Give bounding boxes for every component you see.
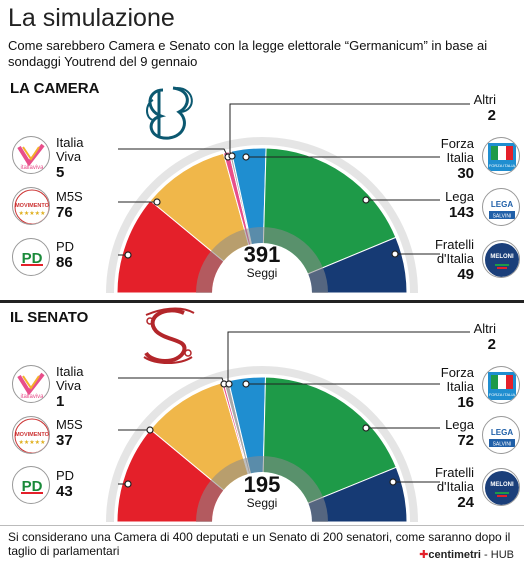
brand-mark-icon: ✚	[419, 549, 429, 561]
senato-m5s-label: M5S 37	[56, 417, 83, 450]
senato-pd-label: PD 43	[56, 468, 75, 501]
fratelli-italia-logo-icon: MELONI	[482, 468, 520, 506]
svg-text:SALVINI: SALVINI	[493, 442, 512, 448]
pd-logo-icon: PD	[12, 466, 50, 504]
senato-altri-value: 2	[487, 336, 496, 353]
svg-text:MOVIMENTO: MOVIMENTO	[15, 203, 50, 209]
camera-section-title: LA CAMERA	[10, 80, 100, 97]
svg-text:MELONI: MELONI	[490, 254, 514, 260]
senato-section-title: IL SENATO	[10, 309, 89, 326]
senato-center	[212, 472, 312, 522]
senato-total: 195 Seggi	[228, 472, 296, 511]
senato-hemicycle	[106, 366, 418, 524]
camera-altri-value: 2	[487, 107, 496, 124]
senato-fdi-label: Fratelli d'Italia 24	[434, 465, 474, 512]
camera-iv-value: 5	[56, 164, 65, 181]
svg-text:FORZA ITALIA: FORZA ITALIA	[489, 392, 516, 397]
camera-hemicycle	[106, 137, 418, 295]
svg-text:★★★★★: ★★★★★	[19, 439, 46, 446]
camera-m5s-label: M5S 76	[56, 189, 83, 222]
camera-altri-label: Altri 2	[473, 92, 496, 125]
pd-logo-icon: PD	[12, 238, 50, 276]
footer-divider	[0, 525, 524, 526]
forza-italia-logo-icon: FORZA ITALIA	[482, 137, 520, 175]
footer-note: Si considerano una Camera di 400 deputat…	[8, 530, 511, 558]
italia-viva-logo-icon: italiaviva	[12, 365, 50, 403]
m5s-logo-icon: MOVIMENTO ★★★★★	[12, 416, 50, 454]
camera-total-value: 391	[243, 242, 281, 267]
senato-emblem-icon	[143, 307, 195, 364]
svg-text:LEGA: LEGA	[491, 428, 513, 437]
svg-text:MELONI: MELONI	[490, 482, 514, 488]
forza-italia-logo-icon: FORZA ITALIA	[482, 366, 520, 404]
senato-leader-dots	[124, 380, 397, 488]
senato-fdi-value: 24	[457, 494, 474, 511]
senato-altri-label: Altri 2	[473, 321, 496, 354]
camera-lega-value: 143	[448, 204, 474, 221]
senato-iv-value: 1	[56, 393, 65, 410]
senato-iv-label: Italia Viva 1	[56, 364, 84, 411]
svg-text:LEGA: LEGA	[491, 200, 513, 209]
svg-text:MOVIMENTO: MOVIMENTO	[15, 432, 50, 438]
brand-credit: ✚centimetri - HUB	[419, 549, 514, 561]
fratelli-italia-logo-icon: MELONI	[482, 240, 520, 278]
senato-fi-label: Forza Italia 16	[440, 365, 474, 412]
camera-leader-dots	[124, 152, 399, 259]
camera-fdi-value: 49	[457, 266, 474, 283]
senato-total-value: 195	[243, 472, 281, 497]
senato-total-unit: Seggi	[246, 496, 278, 510]
senato-fi-value: 16	[457, 394, 474, 411]
svg-text:FORZA ITALIA: FORZA ITALIA	[489, 163, 516, 168]
m5s-logo-icon: MOVIMENTO ★★★★★	[12, 187, 50, 225]
section-divider	[0, 300, 524, 303]
camera-total: 391 Seggi	[228, 242, 296, 281]
camera-fi-label: Forza Italia 30	[440, 136, 474, 183]
lega-logo-icon: LEGA SALVINI	[482, 416, 520, 454]
svg-text:italiaviva: italiaviva	[20, 165, 44, 171]
camera-fdi-label: Fratelli d'Italia 49	[434, 237, 474, 284]
svg-text:PD: PD	[22, 250, 43, 267]
camera-fi-value: 30	[457, 165, 474, 182]
svg-text:★★★★★: ★★★★★	[19, 210, 46, 217]
lega-logo-icon: LEGA SALVINI	[482, 188, 520, 226]
camera-leader-lines	[118, 103, 470, 256]
camera-m5s-value: 76	[56, 204, 73, 221]
italia-viva-logo-icon: italiaviva	[12, 136, 50, 174]
senato-inner-ring	[196, 456, 328, 522]
camera-total-unit: Seggi	[246, 266, 278, 280]
senato-m5s-value: 37	[56, 432, 73, 449]
camera-iv-label: Italia Viva 5	[56, 135, 84, 182]
camera-pd-label: PD 86	[56, 239, 75, 272]
svg-text:SALVINI: SALVINI	[493, 214, 512, 220]
camera-pd-value: 86	[56, 254, 73, 271]
page-subtitle: Come sarebbero Camera e Senato con la le…	[8, 38, 488, 69]
camera-emblem-icon	[146, 86, 193, 140]
camera-lega-label: Lega 143	[445, 189, 474, 222]
camera-center	[212, 243, 312, 293]
page-title: La simulazione	[8, 4, 175, 32]
svg-text:italiaviva: italiaviva	[20, 394, 44, 400]
senato-pd-value: 43	[56, 483, 73, 500]
senato-lega-value: 72	[457, 432, 474, 449]
senato-lega-label: Lega 72	[445, 417, 474, 450]
camera-inner-ring	[196, 227, 328, 293]
svg-text:PD: PD	[22, 478, 43, 495]
